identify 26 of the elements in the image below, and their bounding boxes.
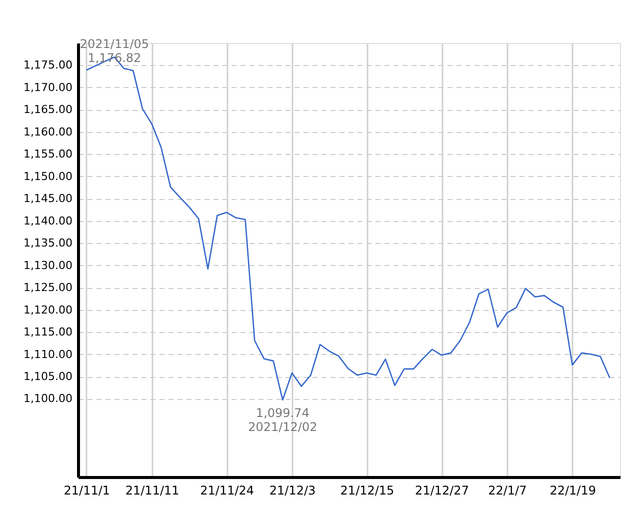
- y-tick-label: 1,165.00: [24, 103, 72, 116]
- y-tick-label: 1,110.00: [24, 348, 72, 361]
- x-tick-label: 21/11/24: [200, 484, 254, 498]
- y-tick-label: 1,175.00: [24, 58, 72, 72]
- y-tick-label: 1,160.00: [24, 125, 72, 138]
- x-tick-label: 21/11/1: [64, 484, 110, 498]
- y-tick-label: 1,140.00: [24, 214, 72, 228]
- x-tick-label: 21/12/15: [340, 484, 394, 498]
- x-tick-label: 21/12/3: [269, 484, 316, 498]
- y-tick-label: 1,135.00: [24, 236, 72, 250]
- y-tick-label: 1,145.00: [24, 192, 72, 206]
- annotation: 2021/11/05 1,176.82: [80, 37, 150, 66]
- x-tick-label: 21/12/27: [415, 484, 469, 498]
- y-tick-label: 1,170.00: [24, 80, 72, 94]
- y-tick-label: 1,100.00: [24, 392, 72, 406]
- annotation: 1,099.74 2021/12/02: [248, 406, 318, 434]
- y-tick-label: 1,130.00: [24, 258, 72, 272]
- x-tick-label: 22/1/7: [488, 484, 527, 498]
- y-tick-label: 1,125.00: [24, 281, 72, 294]
- x-tick-label: 22/1/19: [550, 484, 596, 498]
- y-tick-label: 1,105.00: [24, 370, 72, 384]
- x-tick-label: 21/11/11: [125, 484, 180, 498]
- y-tick-label: 1,155.00: [24, 148, 72, 161]
- y-tick-label: 1,150.00: [24, 170, 72, 183]
- y-tick-label: 1,115.00: [24, 326, 72, 339]
- y-tick-label: 1,120.00: [24, 303, 72, 316]
